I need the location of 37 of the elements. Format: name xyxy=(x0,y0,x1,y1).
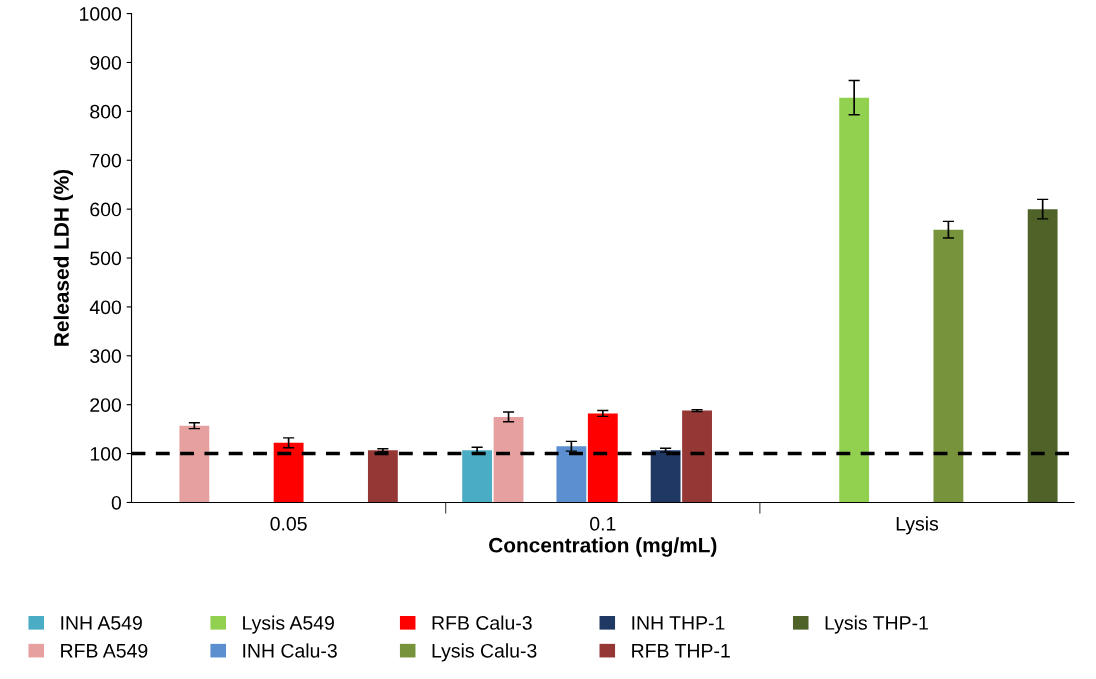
bar xyxy=(493,416,524,503)
legend-label: Lysis THP-1 xyxy=(825,615,928,634)
y-tick-label: 700 xyxy=(90,153,122,168)
bar xyxy=(839,97,870,503)
y-tick-label: 600 xyxy=(90,202,122,217)
bar xyxy=(179,425,210,503)
y-tick-label: 1000 xyxy=(80,7,122,21)
bar xyxy=(273,442,304,503)
legend-label: Lysis A549 xyxy=(243,615,334,634)
bar xyxy=(556,446,587,503)
legend-label: RFB Calu-3 xyxy=(432,615,532,630)
legend-label: INH Calu-3 xyxy=(243,643,337,658)
y-tick-label: 500 xyxy=(90,251,122,266)
x-tick-label: 0.05 xyxy=(270,516,307,531)
legend-label: RFB A549 xyxy=(61,643,148,658)
y-tick-label: 100 xyxy=(90,447,122,461)
bar xyxy=(587,413,618,503)
bar xyxy=(933,229,964,503)
legend-label: Lysis Calu-3 xyxy=(432,643,537,662)
legend-label: RFB THP-1 xyxy=(632,644,730,658)
y-axis-title: Released LDH (%) xyxy=(53,169,73,346)
y-tick-label: 0 xyxy=(111,495,122,510)
y-tick-label: 900 xyxy=(90,55,122,70)
bar xyxy=(650,450,681,503)
bar xyxy=(682,410,712,503)
legend-label: INH THP-1 xyxy=(632,616,725,630)
y-tick-label: 200 xyxy=(90,398,122,412)
bar xyxy=(367,450,398,503)
x-tick-label: Lysis xyxy=(896,516,939,535)
y-tick-label: 300 xyxy=(90,349,122,364)
y-tick-label: 400 xyxy=(89,300,122,315)
y-tick-label: 800 xyxy=(90,104,122,119)
x-axis-title: Concentration (mg/mL) xyxy=(489,537,717,557)
x-tick-label: 0.1 xyxy=(590,516,616,531)
legend-label: INH A549 xyxy=(61,616,142,630)
bar xyxy=(462,450,493,503)
bar xyxy=(1027,209,1058,503)
